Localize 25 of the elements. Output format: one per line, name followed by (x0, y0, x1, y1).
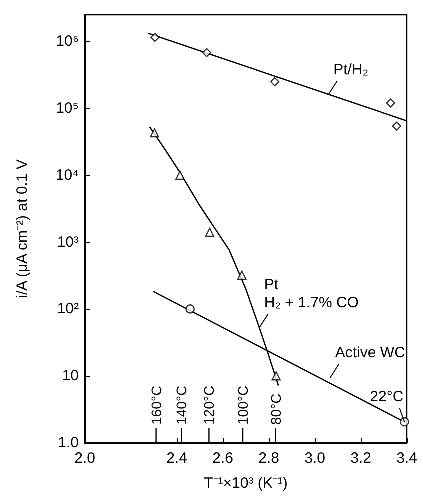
annotation: Pt H₂ + 1.7% CO (264, 276, 359, 312)
y-tick-label: 10 (62, 368, 79, 385)
x-tick-label: 3.0 (304, 450, 326, 467)
ref-line-label: 80°C (268, 394, 284, 425)
x-tick-label: 2.6 (212, 450, 234, 467)
y-tick-label: 10³ (57, 234, 79, 251)
x-tick-label: 2.8 (258, 450, 280, 467)
y-tick-label: 10⁶ (56, 33, 79, 50)
x-tick-label: 2.4 (166, 450, 188, 467)
annotation: 22°C (370, 388, 404, 406)
y-tick-label: 10⁴ (56, 166, 79, 184)
x-tick-label: 3.4 (396, 450, 418, 467)
ref-line-label: 120°C (201, 386, 218, 425)
ref-line-label: 100°C (235, 386, 252, 425)
annotation: Active WC (335, 344, 406, 362)
y-tick-label: 10⁵ (56, 100, 79, 118)
ref-line-label: 140°C (174, 386, 190, 425)
annotation: Pt/H₂ (334, 61, 369, 78)
x-tick-label: 3.2 (350, 450, 372, 467)
ref-line-label: 160°C (148, 386, 164, 425)
y-tick-label: 10² (57, 300, 79, 318)
y-axis-title: i/A (μA cm⁻²) at 0.1 V (14, 160, 31, 298)
x-axis-title: T⁻¹×10³ (K⁻¹) (204, 475, 288, 492)
y-tick-label: 1.0 (58, 434, 79, 452)
x-tick-label: 2.0 (74, 450, 96, 467)
